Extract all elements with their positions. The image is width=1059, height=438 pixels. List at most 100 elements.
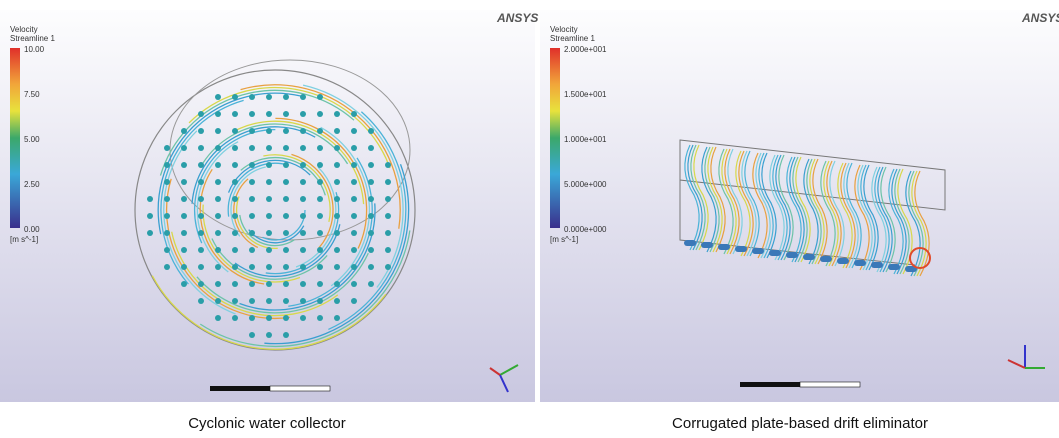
droplet [351, 128, 357, 134]
logo: ANSYS [1021, 11, 1059, 25]
droplet [368, 247, 374, 253]
droplet [300, 213, 306, 219]
droplet [317, 264, 323, 270]
legend-tick-label: 0.00 [24, 225, 40, 234]
droplet [317, 128, 323, 134]
droplet [215, 111, 221, 117]
droplet [198, 281, 204, 287]
plate-base [803, 254, 815, 260]
droplet [283, 298, 289, 304]
droplet [300, 145, 306, 151]
droplet [283, 111, 289, 117]
droplet [266, 179, 272, 185]
droplet [385, 162, 391, 168]
legend-title: Velocity [550, 25, 578, 34]
droplet [164, 247, 170, 253]
droplet [283, 162, 289, 168]
droplet [334, 213, 340, 219]
droplet [249, 332, 255, 338]
droplet [215, 264, 221, 270]
droplet [334, 264, 340, 270]
legend-tick-label: 1.000e+001 [564, 135, 607, 144]
droplet [198, 111, 204, 117]
droplet [232, 213, 238, 219]
droplet [334, 196, 340, 202]
droplet [215, 162, 221, 168]
logo: ANSYS [496, 11, 538, 25]
droplet [317, 298, 323, 304]
droplet [249, 145, 255, 151]
droplet [147, 196, 153, 202]
droplet [215, 315, 221, 321]
color-bar [550, 48, 560, 228]
plate-base [752, 248, 764, 254]
droplet [317, 145, 323, 151]
legend-tick-label: 2.000e+001 [564, 45, 607, 54]
droplet [232, 162, 238, 168]
droplet [351, 196, 357, 202]
droplet [317, 196, 323, 202]
droplet [300, 230, 306, 236]
legend-tick-label: 2.50 [24, 180, 40, 189]
droplet [351, 230, 357, 236]
droplet [249, 179, 255, 185]
droplet [181, 281, 187, 287]
droplet [266, 332, 272, 338]
droplet [232, 264, 238, 270]
droplet [300, 179, 306, 185]
scale-bar [210, 386, 330, 391]
droplet [283, 247, 289, 253]
droplet [351, 213, 357, 219]
legend-tick-label: 5.00 [24, 135, 40, 144]
droplet [317, 230, 323, 236]
droplet [283, 145, 289, 151]
droplet [215, 145, 221, 151]
droplet [266, 145, 272, 151]
droplet [164, 162, 170, 168]
droplet [198, 162, 204, 168]
droplet [249, 264, 255, 270]
droplet [164, 145, 170, 151]
droplet [198, 213, 204, 219]
droplet [249, 94, 255, 100]
droplet [249, 128, 255, 134]
droplet [215, 230, 221, 236]
plate-base [871, 262, 883, 268]
legend-tick-label: 1.500e+001 [564, 90, 607, 99]
droplet [300, 298, 306, 304]
droplet [232, 281, 238, 287]
droplet [368, 213, 374, 219]
droplet [198, 247, 204, 253]
droplet [283, 128, 289, 134]
droplet [266, 111, 272, 117]
droplet [385, 247, 391, 253]
droplet [266, 247, 272, 253]
legend-subtitle: Streamline 1 [10, 34, 55, 43]
droplet [334, 128, 340, 134]
droplet [198, 179, 204, 185]
droplet [181, 264, 187, 270]
droplet [147, 213, 153, 219]
droplet [334, 281, 340, 287]
droplet [249, 230, 255, 236]
plate-base [820, 256, 832, 262]
droplet [215, 281, 221, 287]
droplet [300, 94, 306, 100]
droplet [198, 128, 204, 134]
plate-base [718, 244, 730, 250]
droplet [368, 196, 374, 202]
droplet [215, 179, 221, 185]
droplet [351, 179, 357, 185]
plate-base [854, 260, 866, 266]
caption: Cyclonic water collector [188, 415, 346, 432]
droplet [283, 315, 289, 321]
droplet [164, 264, 170, 270]
droplet [317, 94, 323, 100]
droplet [334, 111, 340, 117]
droplet [232, 94, 238, 100]
droplet [317, 162, 323, 168]
plate-base [684, 240, 696, 246]
droplet [334, 315, 340, 321]
droplet [300, 315, 306, 321]
droplet [368, 230, 374, 236]
